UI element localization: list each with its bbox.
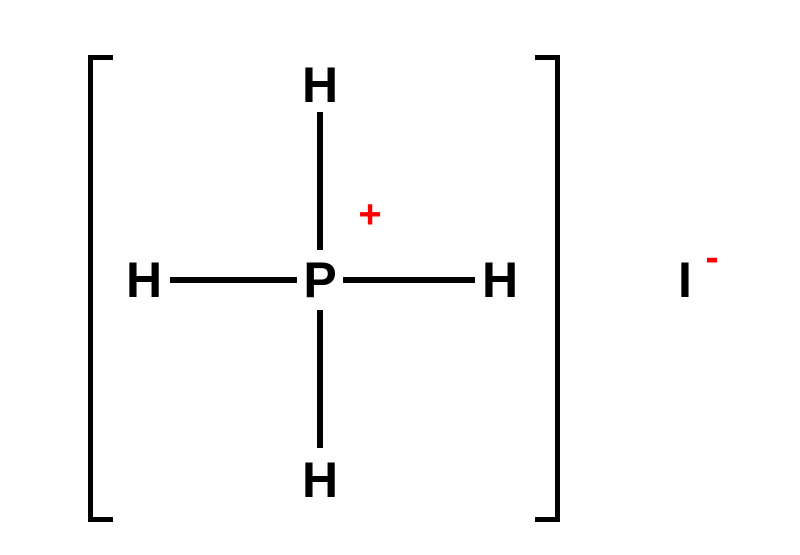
bond-right <box>343 277 475 283</box>
bracket-right <box>535 55 560 522</box>
bond-top <box>317 112 323 250</box>
charge-positive: + <box>358 193 381 238</box>
atom-hydrogen-right: H <box>482 251 518 309</box>
atom-phosphorus: P <box>303 251 336 309</box>
bond-left <box>170 277 297 283</box>
lewis-structure: P H H H H I + - <box>0 0 800 555</box>
atom-hydrogen-left: H <box>126 251 162 309</box>
bond-bottom <box>317 310 323 448</box>
atom-hydrogen-bottom: H <box>302 451 338 509</box>
atom-hydrogen-top: H <box>302 56 338 114</box>
atom-iodine: I <box>678 251 692 309</box>
bracket-left <box>88 55 113 522</box>
charge-negative: - <box>705 236 718 281</box>
